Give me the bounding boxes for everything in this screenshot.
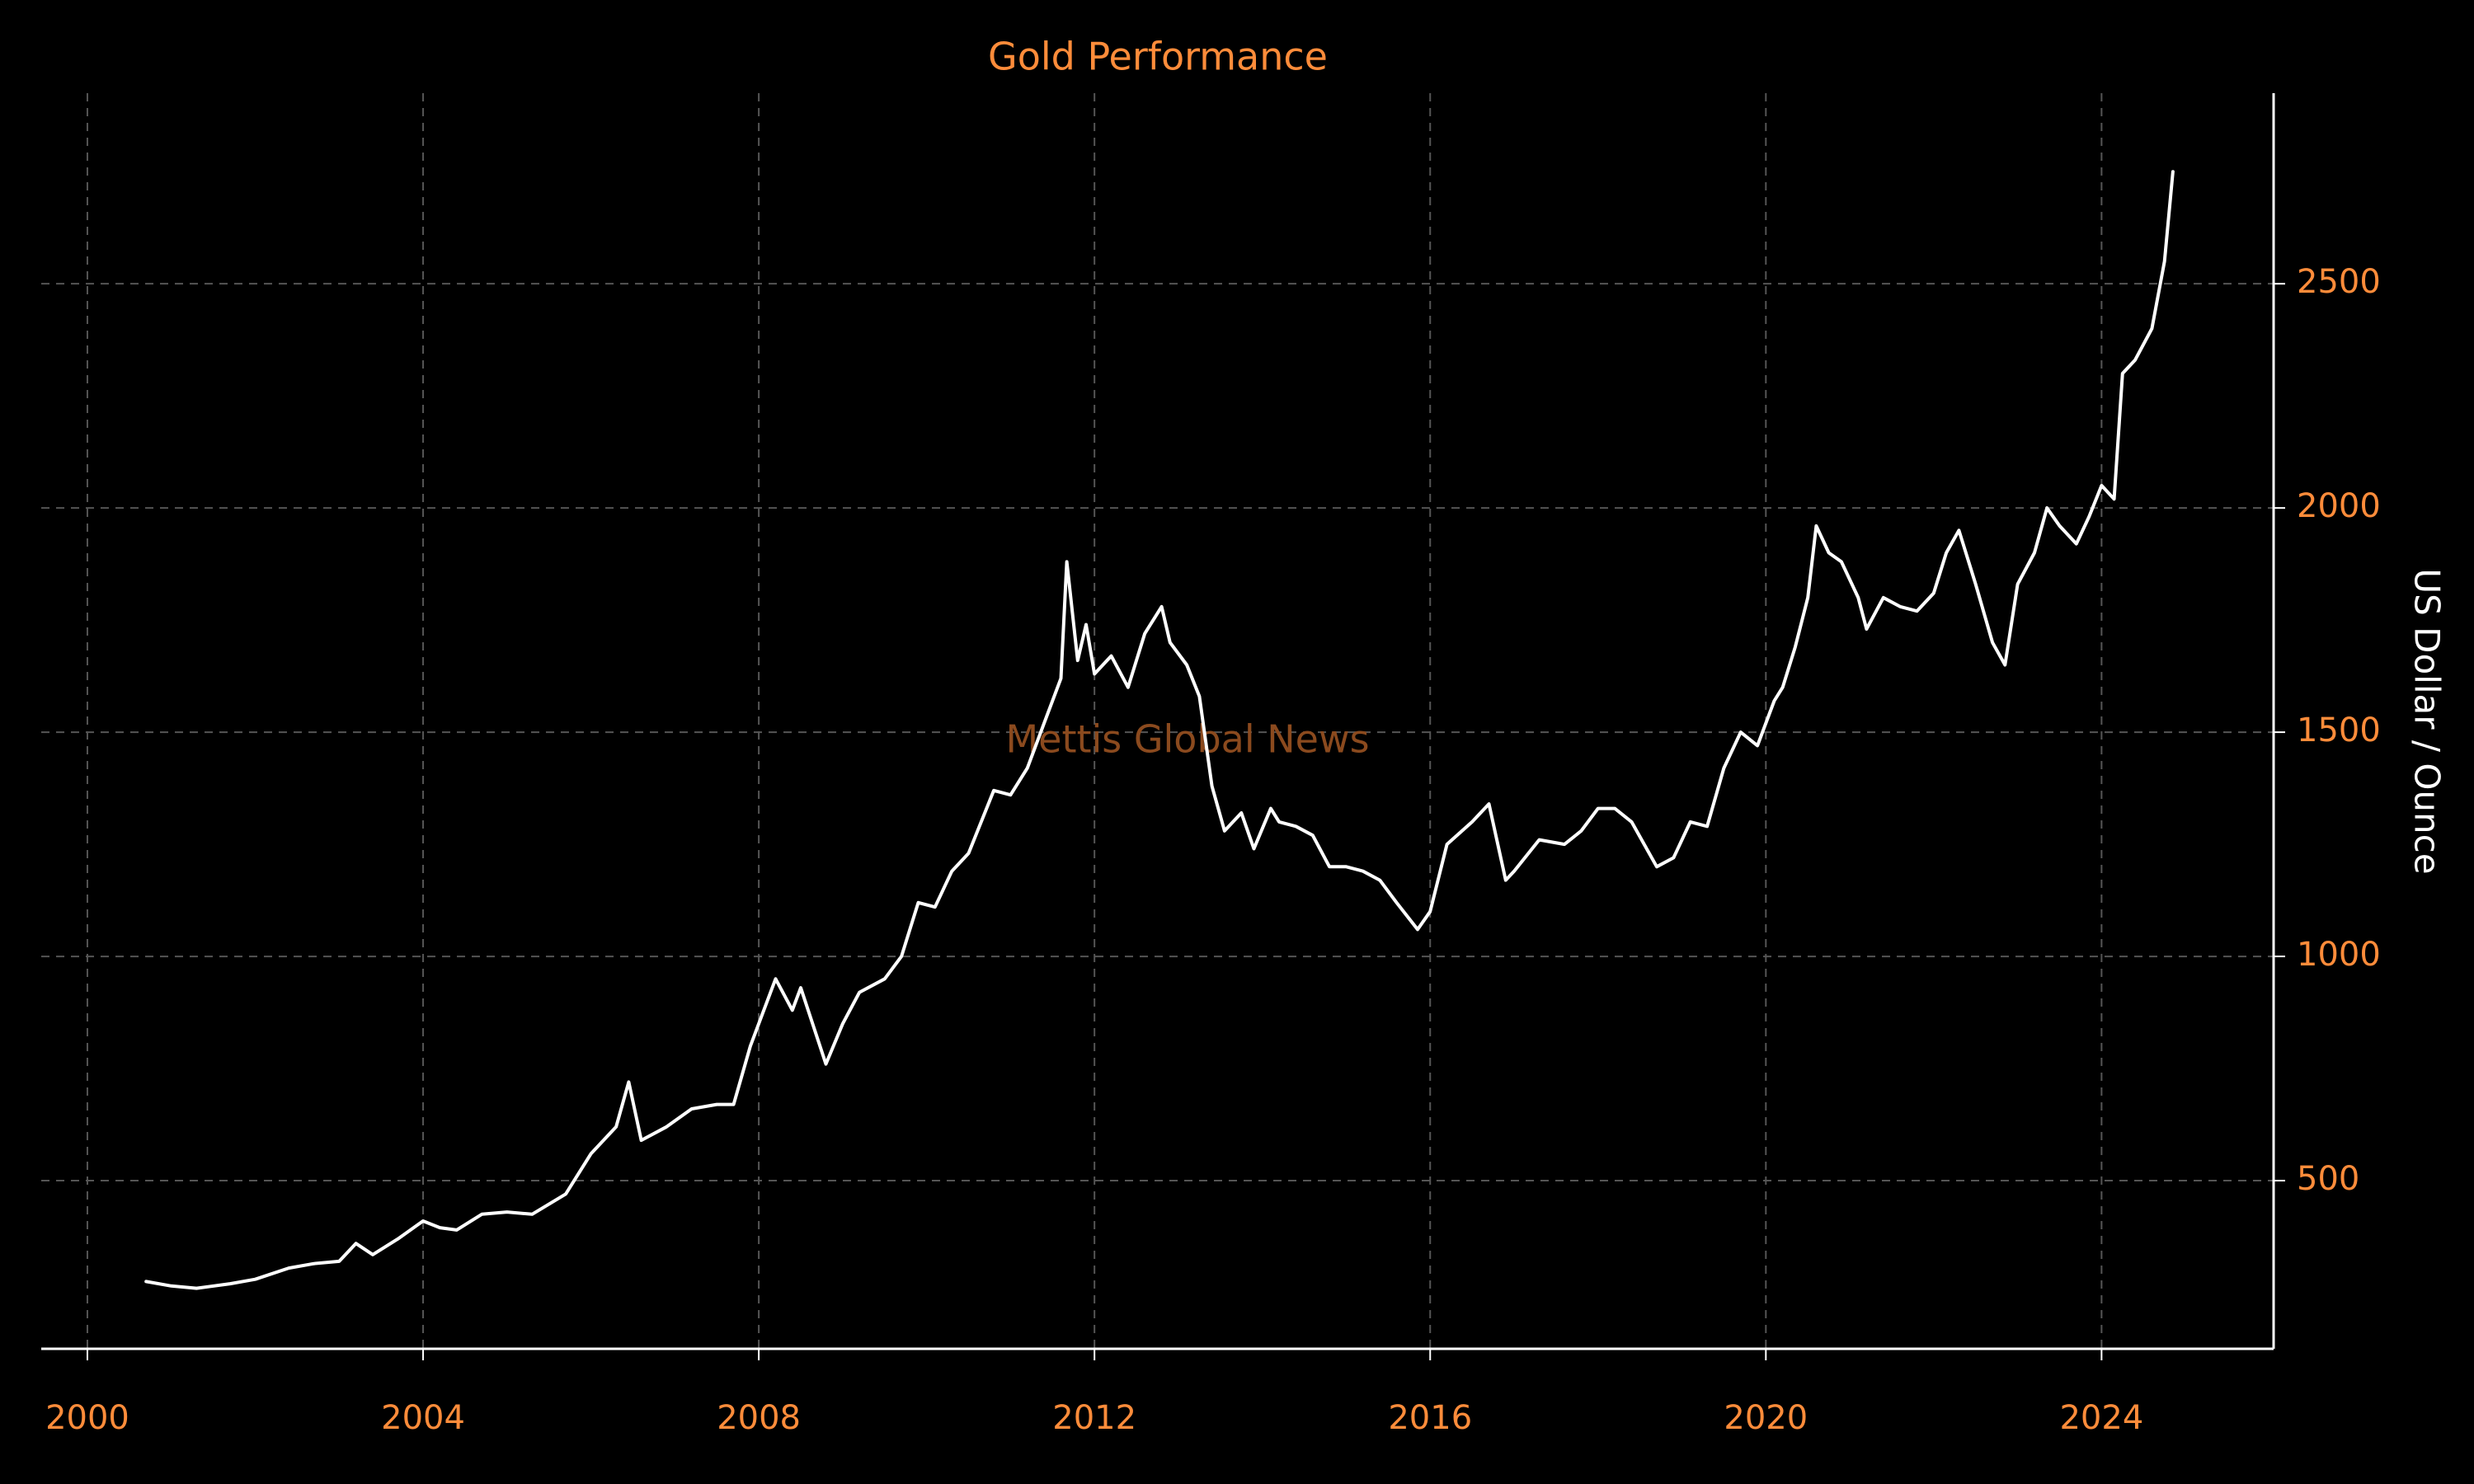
y-tick-label: 1000 [2297, 936, 2381, 974]
x-tick-label: 2024 [2059, 1399, 2143, 1437]
x-axis-ticks: 2000 2004 2008 2012 2016 2020 2024 [45, 1349, 2143, 1437]
watermark: Mettis Global News [1005, 717, 1369, 762]
chart-title: Gold Performance [988, 35, 1328, 79]
y-axis-label: US Dollar / Ounce [2407, 568, 2448, 874]
y-tick-label: 2000 [2297, 487, 2381, 525]
y-axis-ticks: 500 1000 1500 2000 2500 [2274, 263, 2381, 1198]
x-tick-label: 2016 [1388, 1399, 1472, 1437]
y-tick-label: 1500 [2297, 711, 2381, 749]
axes [41, 93, 2275, 1350]
x-tick-label: 2000 [45, 1399, 129, 1437]
x-tick-label: 2012 [1052, 1399, 1136, 1437]
grid-lines [41, 93, 2274, 1349]
x-tick-label: 2008 [717, 1399, 801, 1437]
x-tick-label: 2020 [1724, 1399, 1808, 1437]
gold-price-line [144, 170, 2175, 1290]
x-tick-label: 2004 [381, 1399, 465, 1437]
y-tick-label: 2500 [2297, 263, 2381, 301]
y-tick-label: 500 [2297, 1160, 2359, 1198]
